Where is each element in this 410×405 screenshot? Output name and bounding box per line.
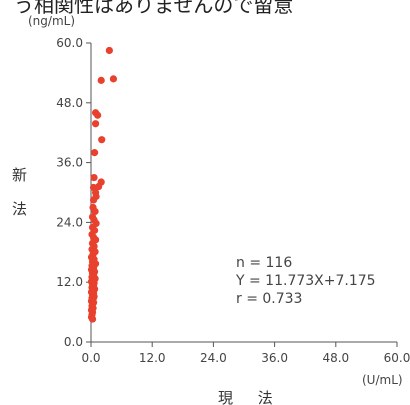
stat-regression: Y = 11.773X+7.175 bbox=[235, 273, 376, 289]
data-point bbox=[97, 76, 105, 84]
x-tick-label: 24.0 bbox=[200, 351, 227, 365]
y-tick-label: 24.0 bbox=[56, 215, 83, 229]
x-axis-label: 現 法 bbox=[218, 389, 283, 405]
data-point bbox=[109, 75, 118, 83]
y-axis-label-char-1: 新 bbox=[12, 166, 27, 184]
data-point bbox=[88, 315, 97, 323]
y-axis-label: 新 法 bbox=[12, 166, 27, 218]
x-axis: 0.0 12.0 24.0 36.0 48.0 60.0 bbox=[81, 342, 410, 365]
data-point bbox=[91, 207, 99, 216]
y-axis-label-char-2: 法 bbox=[12, 200, 27, 218]
header-text: う相関性はありませんので留意 bbox=[14, 0, 294, 17]
y-tick-label: 36.0 bbox=[56, 156, 83, 170]
data-points bbox=[87, 46, 118, 323]
data-point bbox=[94, 111, 102, 119]
data-point bbox=[90, 149, 99, 157]
data-point bbox=[95, 182, 103, 191]
data-point bbox=[91, 120, 100, 128]
data-point bbox=[98, 136, 106, 144]
data-point bbox=[92, 192, 100, 201]
x-tick-label: 60.0 bbox=[384, 351, 410, 365]
stat-r: r = 0.733 bbox=[236, 291, 302, 307]
x-unit-label: (U/mL) bbox=[362, 373, 403, 387]
y-tick-label: 48.0 bbox=[56, 96, 83, 110]
x-tick-label: 12.0 bbox=[139, 351, 166, 365]
stats-box: n = 116 Y = 11.773X+7.175 r = 0.733 bbox=[235, 255, 376, 307]
y-unit-label: (ng/mL) bbox=[28, 14, 75, 28]
x-tick-label: 0.0 bbox=[81, 351, 100, 365]
y-tick-label: 60.0 bbox=[56, 36, 83, 50]
y-tick-label: 12.0 bbox=[56, 275, 83, 289]
data-point bbox=[90, 173, 98, 182]
y-axis: 0.0 12.0 24.0 36.0 48.0 60.0 bbox=[56, 36, 91, 349]
stat-n: n = 116 bbox=[236, 255, 292, 271]
x-tick-label: 48.0 bbox=[322, 351, 349, 365]
x-tick-label: 36.0 bbox=[261, 351, 288, 365]
y-tick-label: 0.0 bbox=[64, 335, 83, 349]
data-point bbox=[105, 46, 113, 55]
